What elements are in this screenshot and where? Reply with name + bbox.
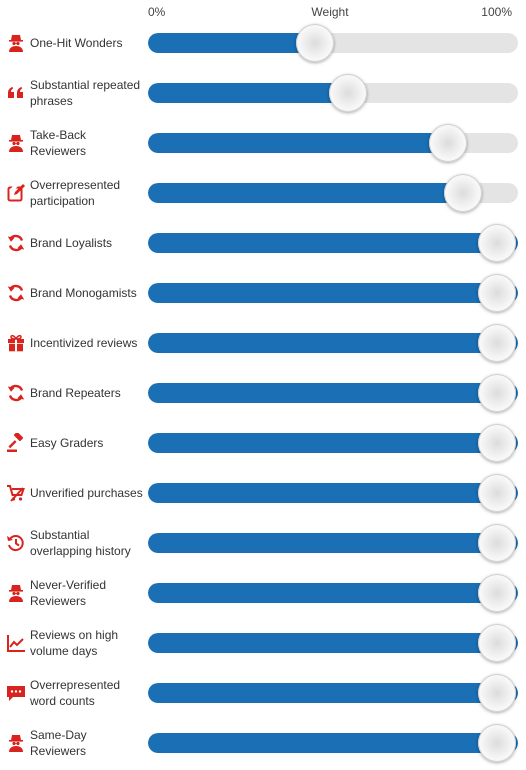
weight-slider-fill [148, 633, 518, 653]
row-label: Brand Loyalists [30, 236, 113, 250]
weight-slider-handle[interactable] [478, 674, 516, 712]
row-label: Substantial repeated phrases [30, 78, 141, 108]
refresh-icon [6, 383, 26, 403]
weight-slider-track[interactable] [148, 683, 518, 703]
weight-slider-track[interactable] [148, 533, 518, 553]
weight-slider-fill [148, 533, 518, 553]
weight-slider-track[interactable] [148, 483, 518, 503]
weight-row: Easy Graders [0, 418, 526, 468]
weight-row: Take-Back Reviewers [0, 118, 526, 168]
row-label: Unverified purchases [30, 486, 143, 500]
reviewer-icon [6, 33, 26, 53]
refresh-icon [6, 283, 26, 303]
refresh-icon [6, 233, 26, 253]
weight-row: Never-Verified Reviewers [0, 568, 526, 618]
weight-slider-fill [148, 683, 518, 703]
weight-slider-track[interactable] [148, 433, 518, 453]
weight-row: One-Hit Wonders [0, 18, 526, 68]
reviewer-icon [6, 733, 26, 753]
weight-slider-fill [148, 233, 518, 253]
row-label: Easy Graders [30, 436, 104, 450]
weight-slider-fill [148, 33, 315, 53]
reviewer-icon [6, 583, 26, 603]
row-label: Same-Day Reviewers [30, 728, 87, 758]
weight-slider-handle[interactable] [478, 274, 516, 312]
row-label: Incentivized reviews [30, 336, 138, 350]
weight-slider-track[interactable] [148, 233, 518, 253]
weight-slider-handle[interactable] [296, 24, 334, 62]
weight-row: Brand Loyalists [0, 218, 526, 268]
row-label: Brand Repeaters [30, 386, 121, 400]
weight-slider-handle[interactable] [478, 424, 516, 462]
weight-row: Reviews on high volume days [0, 618, 526, 668]
line-chart-icon [6, 633, 26, 653]
edit-icon [6, 183, 26, 203]
weight-row: Unverified purchases [0, 468, 526, 518]
weight-slider-handle[interactable] [478, 624, 516, 662]
weight-slider-fill [148, 433, 518, 453]
weight-row: Same-Day Reviewers [0, 718, 526, 768]
weight-slider-handle[interactable] [478, 374, 516, 412]
reviewer-icon [6, 133, 26, 153]
weight-slider-handle[interactable] [478, 724, 516, 762]
row-label: Take-Back Reviewers [30, 128, 87, 158]
weight-slider-track[interactable] [148, 733, 518, 753]
weight-slider-handle[interactable] [429, 124, 467, 162]
weight-row: Brand Monogamists [0, 268, 526, 318]
scale-max-label: 100% [481, 5, 512, 19]
history-icon [6, 533, 26, 553]
weight-slider-handle[interactable] [478, 474, 516, 512]
weight-slider-track[interactable] [148, 333, 518, 353]
weight-slider-fill [148, 333, 518, 353]
weight-slider-fill [148, 383, 518, 403]
cart-icon [6, 483, 26, 503]
comment-icon [6, 683, 26, 703]
weight-slider-fill [148, 733, 518, 753]
weight-row: Incentivized reviews [0, 318, 526, 368]
gift-icon [6, 333, 26, 353]
weight-slider-handle[interactable] [478, 324, 516, 362]
weight-slider-track[interactable] [148, 583, 518, 603]
row-label: Reviews on high volume days [30, 628, 119, 658]
gavel-icon [6, 433, 26, 453]
weight-slider-handle[interactable] [478, 574, 516, 612]
weight-slider-track[interactable] [148, 133, 518, 153]
weight-row: Substantial repeated phrases [0, 68, 526, 118]
row-label: Never-Verified Reviewers [30, 578, 107, 608]
weight-slider-track[interactable] [148, 633, 518, 653]
row-label: Brand Monogamists [30, 286, 137, 300]
weight-row: Substantial overlapping history [0, 518, 526, 568]
weight-slider-fill [148, 483, 518, 503]
weight-slider-fill [148, 83, 348, 103]
weight-column-title: Weight [311, 5, 349, 19]
weight-slider-fill [148, 583, 518, 603]
weight-slider-fill [148, 183, 463, 203]
weight-slider-handle[interactable] [329, 74, 367, 112]
quote-icon [6, 83, 26, 103]
weight-slider-handle[interactable] [478, 524, 516, 562]
weight-row: Overrepresented word counts [0, 668, 526, 718]
weight-slider-fill [148, 283, 518, 303]
weight-slider-track[interactable] [148, 383, 518, 403]
scale-min-label: 0% [148, 5, 166, 19]
weight-header: 0% Weight 100% [0, 0, 526, 22]
weight-slider-handle[interactable] [444, 174, 482, 212]
weight-row: Overrepresented participation [0, 168, 526, 218]
row-label: Overrepresented participation [30, 178, 121, 208]
weight-slider-track[interactable] [148, 183, 518, 203]
weight-row: Brand Repeaters [0, 368, 526, 418]
row-label: Overrepresented word counts [30, 678, 121, 708]
weight-slider-fill [148, 133, 448, 153]
row-label: Substantial overlapping history [30, 528, 131, 558]
row-label: One-Hit Wonders [30, 36, 123, 50]
weight-slider-track[interactable] [148, 283, 518, 303]
weight-slider-handle[interactable] [478, 224, 516, 262]
